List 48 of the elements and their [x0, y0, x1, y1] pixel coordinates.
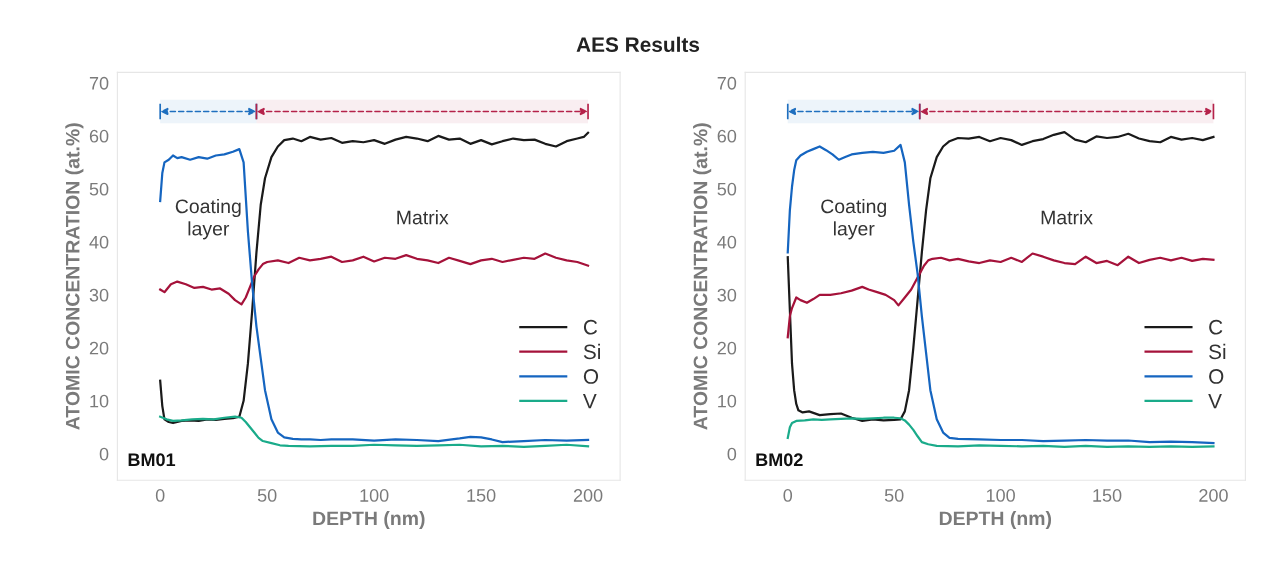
x-tick-label: 0: [783, 489, 793, 502]
annotation: Matrix: [1041, 210, 1093, 225]
y-tick-label: 20: [717, 341, 737, 355]
x-axis-title: DEPTH (nm): [313, 510, 425, 530]
legend-label: C: [583, 319, 598, 335]
x-tick-label: 150: [1093, 489, 1122, 502]
y-axis-title: ATOMIC CONCENTRATION (at.%): [65, 123, 84, 430]
y-tick-label: 40: [717, 235, 737, 249]
legend-label: O: [583, 369, 599, 384]
line-series: [786, 416, 1215, 448]
x-tick-label: 100: [360, 489, 389, 502]
y-tick-label: 60: [89, 129, 109, 143]
chart-title: AES Results: [576, 36, 700, 53]
y-tick-label: 20: [89, 341, 109, 355]
legend-label: C: [1209, 319, 1223, 335]
y-axis-title: ATOMIC CONCENTRATION (at.%): [693, 123, 712, 430]
annotation: Coating layer: [821, 198, 886, 240]
x-tick-label: 150: [467, 489, 496, 502]
annotation: BM02: [756, 453, 803, 467]
y-tick-label: 50: [89, 182, 109, 196]
legend-label: V: [1208, 393, 1222, 409]
legend-label: Si: [1209, 343, 1226, 360]
x-tick-label: 0: [155, 489, 165, 502]
x-tick-label: 200: [1199, 489, 1228, 502]
legend-label: V: [582, 393, 597, 409]
y-tick-label: 60: [717, 129, 737, 143]
annotation: BM01: [128, 453, 176, 467]
x-tick-label: 50: [257, 489, 277, 502]
y-tick-label: 40: [89, 235, 109, 249]
y-tick-label: 0: [727, 447, 737, 461]
y-tick-label: 30: [717, 288, 737, 302]
annotation: Coating layer: [175, 198, 241, 240]
line-series: [159, 252, 590, 306]
y-tick-label: 10: [90, 394, 109, 408]
annotation: Matrix: [397, 210, 449, 225]
x-axis-title: DEPTH (nm): [939, 510, 1052, 530]
x-tick-label: 50: [884, 489, 904, 502]
x-tick-label: 100: [986, 489, 1015, 502]
y-tick-label: 30: [89, 288, 109, 302]
y-tick-label: 50: [717, 182, 737, 196]
y-tick-label: 70: [89, 76, 109, 90]
y-tick-label: 0: [99, 447, 109, 461]
legend-label: O: [1209, 369, 1224, 384]
y-tick-label: 10: [718, 394, 737, 408]
line-series: [159, 415, 590, 448]
legend-label: Si: [583, 343, 600, 360]
y-tick-label: 70: [717, 76, 737, 90]
x-tick-label: 200: [573, 489, 603, 502]
